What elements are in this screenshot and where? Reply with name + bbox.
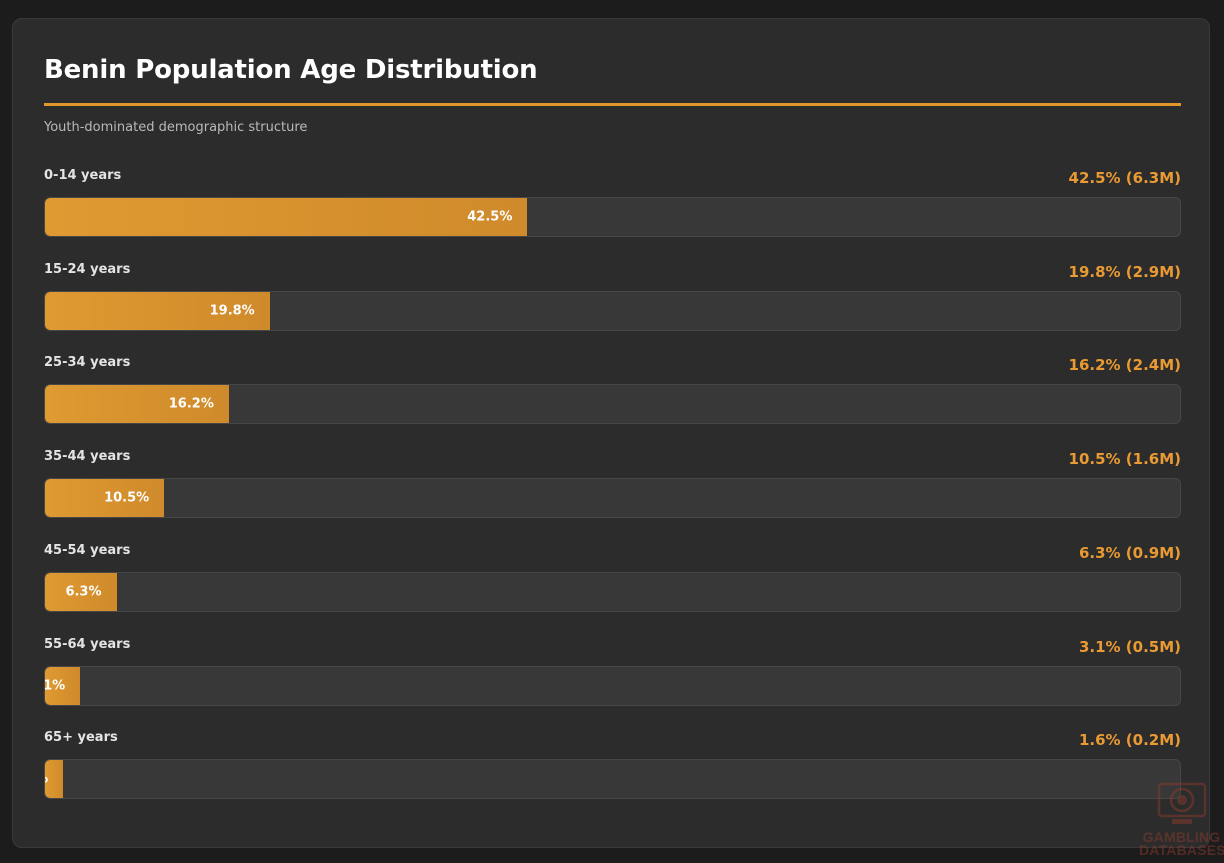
value-summary: 3.1% (0.5M) (1078, 637, 1181, 656)
watermark-logo: GAMBLING DATABASES (1139, 778, 1224, 863)
value-summary: 1.6% (0.2M) (1078, 731, 1181, 750)
bar-track: 19.8% (44, 290, 1181, 331)
category-label: 25-34 years (44, 355, 131, 371)
bar-track: 42.5% (44, 197, 1181, 237)
value-summary: 6.3% (0.9M) (1078, 543, 1181, 562)
category-label: 35-44 years (44, 449, 131, 465)
value-summary: 16.2% (2.4M) (1068, 356, 1181, 375)
bar-value-label: 3.1% (44, 678, 66, 693)
bar-track: 16.2% (44, 384, 1181, 425)
bar-fill: 6.3% (45, 572, 117, 611)
bar-value-label: 6.3% (65, 584, 102, 600)
bar-row: 55-64 years 3.1% (0.5M) 3.1% (44, 637, 1181, 717)
title-divider (44, 103, 1181, 106)
bar-fill: 10.5% (45, 479, 165, 518)
bar-fill: 19.8% (45, 291, 270, 330)
category-label: 45-54 years (44, 542, 131, 558)
bar-track: 10.5% (44, 478, 1181, 519)
bar-row: 65+ years 1.6% (0.2M) 1.6% (44, 730, 1181, 810)
bar-row: 25-34 years 16.2% (2.4M) 16.2% (44, 355, 1181, 435)
value-summary: 19.8% (2.9M) (1068, 262, 1181, 281)
bar-value-label: 16.2% (168, 396, 214, 412)
category-label: 55-64 years (44, 636, 131, 652)
bar-row: 15-24 years 19.8% (2.9M) 19.8% (44, 262, 1181, 342)
bar-row: 45-54 years 6.3% (0.9M) 6.3% (44, 543, 1181, 623)
bar-value-label: 42.5% (467, 209, 513, 225)
bar-row: 35-44 years 10.5% (1.6M) 10.5% (44, 449, 1181, 529)
chart-subtitle: Youth-dominated demographic structure (44, 120, 308, 135)
bar-fill: 3.1% (44, 666, 81, 705)
bar-fill: 16.2% (45, 385, 229, 424)
bar-row: 0-14 years 42.5% (6.3M) 42.5% (44, 168, 1181, 248)
bar-value-label: 10.5% (104, 490, 150, 506)
bar-track: 6.3% (44, 571, 1181, 612)
bar-fill: 42.5% (45, 198, 528, 236)
bar-value-label: 19.8% (209, 303, 255, 319)
category-label: 65+ years (44, 730, 118, 746)
watermark-text: GAMBLING DATABASES (1139, 829, 1224, 858)
chart-card: Benin Population Age Distribution Youth-… (12, 18, 1210, 848)
bar-track: 1.6% (44, 759, 1181, 800)
category-label: 0-14 years (44, 168, 122, 183)
casino-chip-monitor-icon (1157, 782, 1207, 824)
bar-track: 3.1% (44, 665, 1181, 706)
chart-title: Benin Population Age Distribution (44, 55, 538, 85)
value-summary: 10.5% (1.6M) (1068, 450, 1181, 469)
value-summary: 42.5% (6.3M) (1068, 169, 1181, 187)
bar-fill: 1.6% (45, 760, 64, 799)
bar-value-label: 1.6% (45, 772, 48, 787)
category-label: 15-24 years (44, 261, 131, 277)
